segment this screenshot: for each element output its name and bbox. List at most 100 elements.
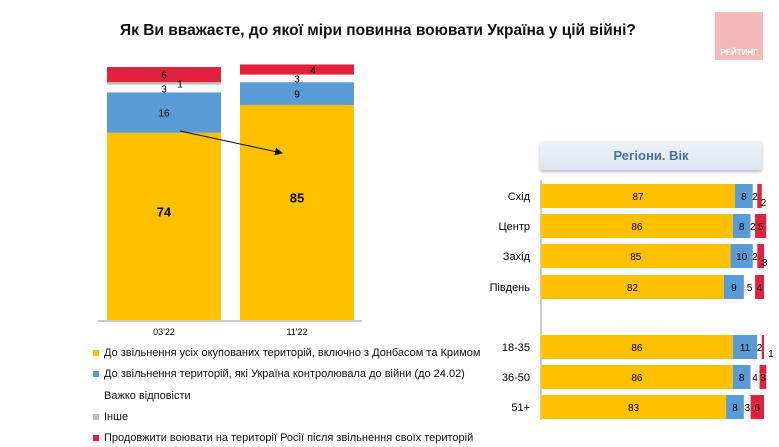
y-tick-label: Захід <box>503 251 531 263</box>
data-label: 87 <box>632 192 644 203</box>
data-label: 8 <box>741 192 747 203</box>
data-label: 86 <box>631 373 643 384</box>
bar-segment <box>107 67 221 83</box>
bar-segment <box>726 395 744 419</box>
bar-segment <box>541 365 733 389</box>
data-label: 2 <box>750 222 756 233</box>
bar-segment <box>757 244 764 268</box>
bar-segment <box>759 365 767 389</box>
bar-segment <box>730 244 753 268</box>
data-label: 3 <box>744 403 750 414</box>
bar-segment <box>732 214 751 238</box>
y-tick-label: Центр <box>499 221 531 233</box>
legend-item: Інше <box>93 411 128 423</box>
data-label: 8 <box>739 373 745 384</box>
data-label: 2 <box>752 192 758 203</box>
bar-segment <box>757 184 762 208</box>
bar-segment <box>750 214 756 238</box>
region-age-header: Регіони. Вік <box>540 141 762 170</box>
data-label: 8 <box>739 222 745 233</box>
legend-swatch <box>93 393 99 399</box>
legend-label: До звільнення територій, які Україна кон… <box>104 368 465 380</box>
data-label: 6 <box>755 403 761 414</box>
data-label: 82 <box>627 283 639 294</box>
bar-segment <box>107 82 221 85</box>
bar-segment <box>541 184 736 208</box>
bar-segment <box>240 74 354 83</box>
bar-segment <box>757 335 762 359</box>
legend-label: Продовжити воювати на території Росії пі… <box>104 432 474 444</box>
legend-label: Інше <box>104 411 129 423</box>
data-label: 10 <box>736 252 748 263</box>
y-tick-label: 36-50 <box>502 372 530 384</box>
data-label: 3 <box>294 74 300 85</box>
bar-segment <box>240 104 354 320</box>
logo-text: РЕЙТИНГ <box>720 48 758 57</box>
bar-segment <box>732 335 758 359</box>
data-label: 4 <box>310 66 316 77</box>
x-tick-label: 03'22 <box>153 327 175 337</box>
data-label: 2 <box>752 252 758 263</box>
bar-segment <box>541 244 731 268</box>
y-tick-label: Південь <box>490 282 531 294</box>
legend-label: Важко відповісти <box>104 390 191 402</box>
y-tick-label: 18-35 <box>502 342 530 354</box>
bar-segment <box>240 64 354 75</box>
bar-segment <box>743 275 756 299</box>
y-tick-label: Схід <box>508 191 531 203</box>
data-label: 86 <box>631 343 643 354</box>
data-label: 86 <box>631 222 643 233</box>
bar-segment <box>750 365 760 389</box>
bar-segment <box>743 395 751 419</box>
legend-swatch <box>93 371 99 377</box>
data-label: 9 <box>731 283 737 294</box>
data-label: 11 <box>740 343 751 354</box>
data-label: 2 <box>761 198 767 209</box>
data-label: 3 <box>161 85 167 96</box>
data-label: 85 <box>630 252 642 263</box>
trend-arrow <box>179 130 283 156</box>
data-label: 83 <box>628 403 640 414</box>
legend-item: Важко відповісти <box>93 390 191 402</box>
legend-swatch <box>93 350 99 356</box>
bar-segment <box>750 395 764 419</box>
bar-segment <box>752 184 758 208</box>
data-label: 8 <box>732 403 738 414</box>
bar-segment <box>735 184 753 208</box>
bar-segment <box>732 365 751 389</box>
data-label: 4 <box>752 373 758 384</box>
bar-segment <box>107 92 221 133</box>
data-label: 5 <box>758 222 764 233</box>
bar-segment <box>240 82 354 105</box>
legend-swatch <box>93 414 99 420</box>
legend-item: До звільнення усіх окупованих територій,… <box>93 347 480 359</box>
data-label: 4 <box>757 283 763 294</box>
bar-segment <box>761 335 764 359</box>
legend-swatch <box>93 435 99 441</box>
data-label: 1 <box>177 79 183 90</box>
legend-item: До звільнення територій, які Україна кон… <box>93 368 465 380</box>
bar-segment <box>541 275 724 299</box>
legend-label: До звільнення усіх окупованих територій,… <box>104 347 481 359</box>
data-label: 2 <box>757 343 763 354</box>
x-tick-label: 11'22 <box>286 327 307 337</box>
data-label: 5 <box>747 283 753 294</box>
data-label: 3 <box>762 258 768 269</box>
bar-segment <box>755 275 764 299</box>
bar-segment <box>755 214 767 238</box>
data-label: 6 <box>161 71 167 82</box>
data-label: 1 <box>768 349 774 360</box>
chart-title: Як Ви вважаєте, до якої міри повинна вою… <box>120 22 636 39</box>
data-label: 9 <box>294 90 300 101</box>
data-label: 16 <box>158 109 170 120</box>
data-label: 85 <box>290 190 304 205</box>
data-label: 74 <box>157 204 172 219</box>
bar-segment <box>541 335 733 359</box>
bar-segment <box>723 275 744 299</box>
y-tick-label: 51+ <box>511 402 530 414</box>
bar-segment <box>107 132 221 320</box>
bar-segment <box>752 244 758 268</box>
bar-segment <box>541 395 727 419</box>
bar-segment <box>541 214 733 238</box>
